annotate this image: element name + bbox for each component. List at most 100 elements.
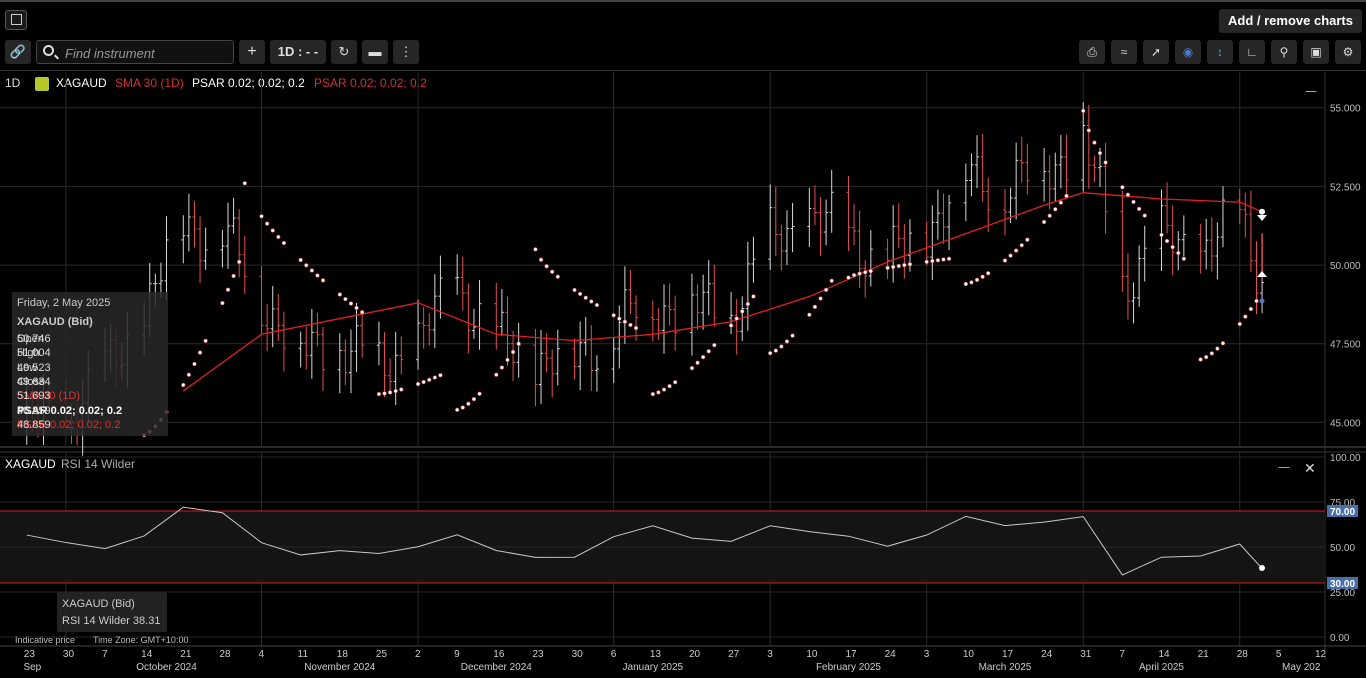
psar-dot (617, 316, 622, 321)
psar-dot (343, 296, 348, 302)
psar-dot (388, 390, 393, 395)
psar-dot (829, 278, 834, 283)
link-icon[interactable]: 🔗 (5, 40, 31, 64)
expand-icon[interactable] (5, 10, 27, 30)
month-label: May 202 (1282, 662, 1321, 673)
psar-dot (930, 258, 935, 264)
chart-style-icon[interactable]: ∟ (1239, 40, 1265, 64)
x-tick-label: 10 (806, 649, 818, 660)
rsi-level-label: 70.00 (1330, 507, 1355, 518)
psar-dot (857, 271, 862, 276)
crosshair-icon[interactable]: ↕ (1207, 40, 1233, 64)
psar-dot (1125, 192, 1131, 197)
psar-dot (1131, 199, 1136, 205)
psar-dot (673, 380, 678, 385)
minimize-icon[interactable]: — (1305, 84, 1317, 98)
psar-dot (980, 274, 985, 279)
psar-dot (1103, 160, 1108, 165)
draw-line-icon[interactable]: ➚ (1143, 40, 1169, 64)
psar-dot (1014, 248, 1019, 253)
rsi-level-badge (1327, 577, 1358, 589)
rsi-symbol-label: XAGAUD (5, 457, 56, 471)
psar-dot (1042, 219, 1047, 225)
psar-dot (902, 263, 907, 268)
psar-dot (1008, 253, 1013, 258)
psar-dot (354, 305, 359, 311)
psar-dot (695, 360, 700, 365)
search-box[interactable] (36, 40, 234, 64)
psar-dot (320, 278, 326, 283)
more-options-icon[interactable]: ⋮ (393, 40, 419, 64)
psar-dot (1243, 314, 1248, 319)
x-tick-label: 3 (924, 649, 930, 660)
x-tick-label: 23 (24, 649, 36, 660)
price-tick-label: 55.000 (1330, 104, 1361, 115)
sma-legend[interactable]: SMA 30 (1D) (115, 76, 184, 90)
x-tick-label: 27 (728, 649, 740, 660)
psar-dot (1220, 341, 1226, 346)
psar-dot (824, 287, 829, 292)
x-tick-label: 11 (298, 649, 309, 660)
psar-dot (376, 391, 382, 397)
instrument-flag-icon (35, 77, 49, 91)
rsi-indicator-label[interactable]: RSI 14 Wilder (61, 457, 136, 471)
psar-dot (706, 349, 711, 354)
rsi-tick-label: 100.00 (1330, 453, 1361, 464)
psar-dot (1159, 232, 1164, 238)
x-tick-label: 30 (63, 649, 75, 660)
psar-dot (510, 349, 516, 355)
x-tick-label: 7 (102, 649, 108, 660)
bar-type-icon[interactable]: ⎙ (1079, 40, 1105, 64)
psar-legend-1[interactable]: PSAR 0.02; 0.02; 0.2 (192, 76, 305, 90)
add-remove-charts-button[interactable]: Add / remove charts (1219, 9, 1362, 33)
camera-icon[interactable]: ▣ (1303, 40, 1329, 64)
psar-dot (863, 270, 868, 275)
psar-dot (270, 228, 275, 233)
interval-label: 1D (5, 76, 21, 90)
x-tick-label: 10 (963, 649, 975, 660)
settings-gear-icon[interactable]: ⚙ (1335, 40, 1361, 64)
psar-dot (712, 343, 717, 348)
hide-drawings-icon[interactable]: ◉ (1175, 40, 1201, 64)
rsi-tick-label: 25.00 (1330, 588, 1355, 599)
rsi-last-marker (1259, 565, 1265, 572)
x-tick-label: 28 (1237, 649, 1249, 660)
psar-dot (661, 387, 667, 392)
psar-dot (203, 338, 208, 343)
psar-legend-2[interactable]: PSAR 0.02; 0.02; 0.2 (314, 76, 427, 90)
x-tick-label: 30 (572, 649, 584, 660)
add-icon[interactable]: + (239, 40, 265, 64)
x-tick-label: 3 (767, 649, 773, 660)
psar-dot (337, 292, 342, 297)
chart-toolbar: 🔗 + 1D : - - ↻ ▬ ⋮ ⎙ ≈ ➚ ◉ ↕ ∟ ⚲ ▣ ⚙ (0, 36, 1366, 71)
tooltip-row-value: 49.523 (17, 361, 51, 374)
zoom-icon[interactable]: ⚲ (1271, 40, 1297, 64)
interval-selector[interactable]: 1D : - - (270, 40, 326, 64)
price-tooltip: Friday, 2 May 2025 XAGAUD (Bid) Open 50.7… (12, 292, 168, 436)
psar-dot (1019, 243, 1024, 248)
psar-dot (393, 388, 398, 394)
search-input[interactable] (63, 43, 227, 63)
indicators-icon[interactable]: ≈ (1111, 40, 1137, 64)
psar-dot (986, 271, 991, 276)
close-icon[interactable]: ✕ (1304, 461, 1316, 477)
psar-dot (1047, 213, 1052, 218)
psar-dot (505, 357, 510, 363)
chart-layout-icon[interactable]: ▬ (362, 40, 388, 64)
tooltip-row-label: PSAR 0.02; 0.02; 0.2 (17, 418, 121, 431)
psar-dot (231, 273, 236, 279)
minimize-icon[interactable]: — (1278, 460, 1290, 474)
psar-dot (935, 258, 940, 263)
x-tick-label: 17 (845, 649, 857, 660)
psar-dot (974, 277, 980, 282)
search-icon (43, 45, 54, 56)
psar-dot (237, 259, 242, 265)
x-tick-label: 24 (885, 649, 897, 660)
psar-dot (466, 401, 471, 406)
refresh-icon[interactable]: ↻ (331, 40, 357, 64)
sma-30-line (182, 192, 1263, 392)
psar-dot (382, 391, 387, 396)
psar-dot (701, 355, 706, 360)
symbol-label[interactable]: XAGAUD (56, 76, 107, 90)
